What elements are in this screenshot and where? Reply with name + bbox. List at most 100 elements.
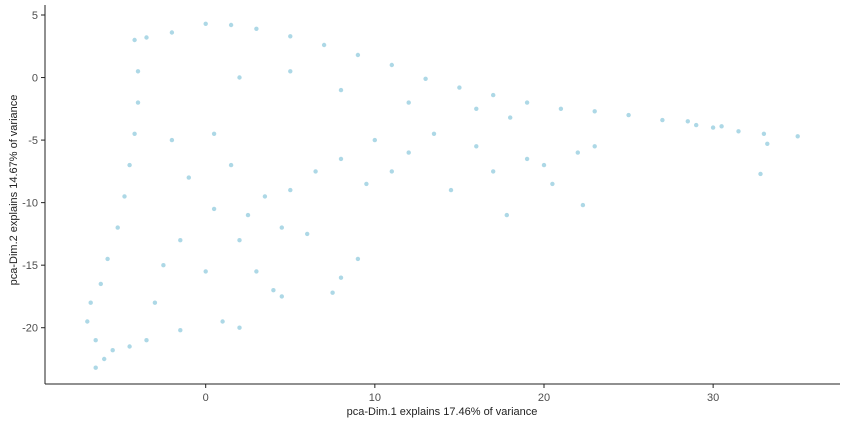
x-axis-ticks: 0 10 20 30 bbox=[203, 384, 719, 404]
x-tick-label: 10 bbox=[369, 392, 381, 404]
data-point bbox=[271, 288, 276, 293]
data-point bbox=[524, 156, 530, 162]
data-point bbox=[288, 34, 293, 39]
data-point bbox=[254, 269, 259, 274]
data-point bbox=[338, 156, 344, 162]
data-point bbox=[457, 85, 462, 90]
data-point bbox=[169, 30, 175, 35]
data-point bbox=[288, 187, 293, 193]
data-point bbox=[313, 169, 318, 174]
data-point bbox=[161, 263, 166, 268]
data-point bbox=[448, 187, 454, 193]
data-point bbox=[758, 171, 763, 177]
data-point bbox=[237, 75, 242, 80]
data-point bbox=[228, 162, 234, 168]
data-point bbox=[423, 76, 428, 82]
data-point bbox=[355, 256, 361, 262]
data-point bbox=[203, 21, 208, 26]
data-point bbox=[237, 325, 242, 330]
data-point bbox=[178, 238, 183, 243]
data-point bbox=[406, 100, 411, 105]
data-point bbox=[685, 119, 690, 124]
data-point bbox=[575, 150, 580, 155]
data-point bbox=[178, 328, 183, 333]
data-point bbox=[203, 269, 208, 274]
data-point bbox=[550, 181, 555, 187]
data-point bbox=[710, 125, 716, 130]
data-point bbox=[262, 194, 268, 199]
data-point bbox=[389, 62, 394, 68]
data-point bbox=[105, 256, 110, 262]
data-point bbox=[736, 129, 741, 134]
data-point bbox=[115, 225, 120, 230]
x-tick-label: 0 bbox=[203, 392, 209, 404]
data-point bbox=[355, 52, 361, 58]
data-point bbox=[127, 344, 132, 349]
data-point bbox=[122, 194, 127, 199]
data-point bbox=[761, 131, 767, 136]
data-point bbox=[220, 319, 225, 324]
data-point bbox=[228, 22, 234, 28]
data-point bbox=[372, 137, 377, 143]
data-point bbox=[135, 100, 141, 105]
data-point bbox=[135, 69, 141, 74]
data-point bbox=[491, 92, 496, 98]
data-point bbox=[93, 365, 98, 370]
x-axis-title: pca-Dim.1 explains 17.46% of variance bbox=[347, 406, 538, 418]
x-tick-label: 20 bbox=[538, 392, 550, 404]
y-axis-title: pca-Dim.2 explains 14.67% of variance bbox=[8, 95, 20, 286]
data-point bbox=[169, 137, 175, 143]
data-point bbox=[330, 290, 335, 295]
data-point bbox=[406, 150, 411, 155]
data-point bbox=[237, 238, 242, 243]
data-point bbox=[541, 162, 547, 168]
data-point bbox=[144, 35, 149, 40]
data-point bbox=[474, 144, 479, 149]
data-point bbox=[93, 338, 98, 343]
y-tick-label: -15 bbox=[22, 260, 38, 272]
data-point bbox=[474, 106, 479, 112]
data-point bbox=[245, 212, 251, 218]
data-point bbox=[110, 348, 115, 353]
data-point bbox=[321, 42, 327, 48]
data-point bbox=[132, 131, 137, 136]
data-point bbox=[254, 26, 259, 31]
y-tick-label: 0 bbox=[32, 73, 38, 85]
data-point bbox=[132, 37, 137, 43]
data-point bbox=[508, 115, 513, 120]
data-point bbox=[144, 338, 149, 343]
data-point bbox=[660, 117, 665, 123]
data-point bbox=[592, 144, 597, 149]
data-point bbox=[389, 169, 394, 174]
data-point bbox=[592, 109, 597, 114]
data-point bbox=[127, 162, 132, 168]
data-point bbox=[305, 231, 310, 237]
data-point bbox=[338, 87, 344, 93]
data-point bbox=[504, 212, 509, 218]
data-point bbox=[694, 122, 699, 128]
data-point bbox=[626, 112, 631, 118]
data-point bbox=[558, 106, 564, 112]
data-point bbox=[152, 300, 158, 305]
data-point bbox=[279, 294, 284, 299]
data-point bbox=[211, 206, 217, 212]
y-tick-label: 5 bbox=[32, 10, 38, 22]
data-point bbox=[524, 100, 530, 105]
data-point bbox=[580, 202, 586, 208]
x-tick-label: 30 bbox=[707, 392, 719, 404]
data-point bbox=[211, 131, 217, 136]
data-point bbox=[795, 134, 800, 139]
data-point bbox=[431, 131, 437, 136]
data-point bbox=[719, 124, 724, 129]
data-point bbox=[279, 225, 284, 230]
y-axis-ticks: 5 0 -5 -10 -15 -20 bbox=[22, 10, 45, 335]
y-tick-label: -10 bbox=[22, 198, 38, 210]
data-point bbox=[491, 169, 496, 174]
data-point bbox=[88, 300, 93, 305]
data-point bbox=[102, 356, 107, 362]
data-point bbox=[288, 69, 293, 74]
plot-points bbox=[85, 21, 800, 370]
data-point bbox=[98, 281, 104, 287]
data-point bbox=[765, 141, 770, 146]
